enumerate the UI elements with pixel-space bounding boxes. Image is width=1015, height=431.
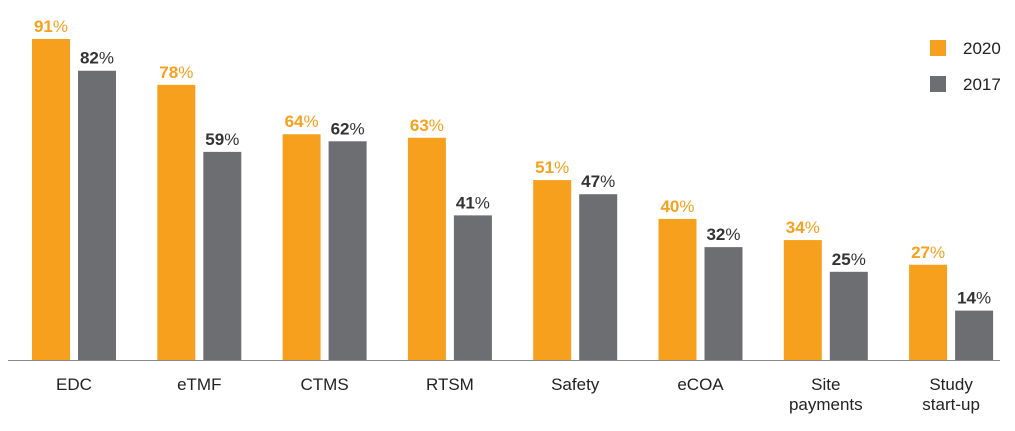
bar-2020-ecoa [658, 218, 697, 360]
bar-2017-safety [579, 194, 618, 360]
bar-2017-ecoa [704, 247, 743, 360]
bar-2020-edc [32, 39, 70, 360]
value-label-2020-rtsm: 63% [410, 116, 444, 135]
bar-2020-safety [533, 180, 572, 360]
value-label-2017-study-start-up: 14% [957, 289, 991, 308]
category-label-safety: Safety [551, 375, 600, 394]
bar-2020-study-start-up [909, 264, 948, 360]
category-label-edc: EDC [56, 375, 92, 394]
value-label-2020-ecoa: 40% [660, 197, 694, 216]
value-label-2017-edc: 82% [80, 49, 114, 68]
legend-swatch-2017 [930, 76, 946, 92]
bar-2020-ctms [282, 134, 321, 360]
bar-2017-rtsm [453, 215, 492, 360]
value-label-2020-edc: 91% [34, 17, 68, 36]
bar-2020-site-payments [783, 240, 822, 360]
legend: 2020 2017 [930, 39, 1001, 94]
bar-2017-study-start-up [955, 310, 994, 360]
bars-group [32, 39, 994, 360]
bar-2017-site-payments [829, 271, 868, 360]
category-labels-group: EDC eTMF CTMS RTSM Safety eCOA Site payments Stu… [56, 375, 980, 414]
value-label-2017-ecoa: 32% [706, 225, 740, 244]
bar-2017-ctms [328, 141, 367, 360]
bar-2017-edc [78, 70, 116, 360]
legend-swatch-2020 [930, 40, 946, 56]
bar-2020-etmf [157, 84, 196, 360]
category-label-ctms: CTMS [301, 375, 349, 394]
category-label-ecoa: eCOA [677, 375, 724, 394]
value-label-2020-study-start-up: 27% [911, 243, 945, 262]
category-label-etmf: eTMF [177, 375, 221, 394]
category-label-site-payments: Site payments [789, 375, 863, 414]
bar-2017-etmf [203, 151, 242, 360]
value-label-2020-safety: 51% [535, 158, 569, 177]
value-labels-group: 91% 82% 78% 59% 64% 62% 63% 41% 51% 47% 40% 32% 34% 2… [34, 17, 991, 308]
legend-label-2017: 2017 [963, 75, 1001, 94]
category-label-study-start-up: Study start-up [922, 375, 980, 414]
value-label-2017-site-payments: 25% [832, 250, 866, 269]
category-label-rtsm: RTSM [426, 375, 474, 394]
bar-2020-rtsm [407, 137, 446, 360]
value-label-2017-safety: 47% [581, 172, 615, 191]
legend-label-2020: 2020 [963, 39, 1001, 58]
value-label-2020-site-payments: 34% [786, 218, 820, 237]
value-label-2020-ctms: 64% [285, 112, 319, 131]
value-label-2017-etmf: 59% [205, 130, 239, 149]
value-label-2017-ctms: 62% [331, 119, 365, 138]
value-label-2020-etmf: 78% [159, 63, 193, 82]
value-label-2017-rtsm: 41% [456, 193, 490, 212]
